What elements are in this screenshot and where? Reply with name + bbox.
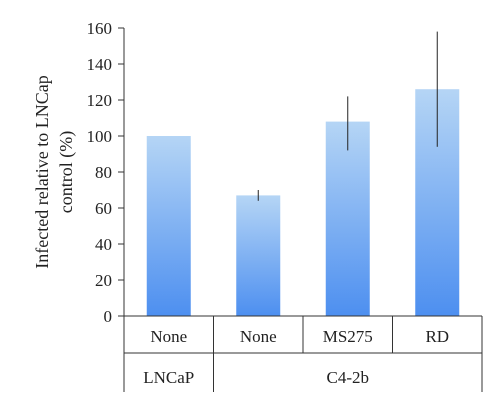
x-axis-labels: None None MS275 RD LNCaP C4-2b [143, 327, 449, 387]
y-tick-label: 140 [87, 55, 113, 74]
bar [325, 121, 370, 316]
axes [123, 28, 483, 392]
y-tick-label: 40 [95, 235, 112, 254]
y-tick-label: 80 [95, 163, 112, 182]
y-tick-label: 100 [87, 127, 113, 146]
y-axis-title: Infected relative to LNCap control (%) [32, 75, 77, 268]
y-tick-label: 0 [104, 307, 113, 326]
y-tick-label: 120 [87, 91, 113, 110]
category-label: MS275 [323, 327, 373, 346]
category-label: None [150, 327, 187, 346]
y-tick-label: 60 [95, 199, 112, 218]
y-tick-label: 160 [87, 19, 113, 38]
bar [236, 195, 281, 316]
bar [146, 136, 191, 316]
bars [146, 89, 460, 316]
y-axis-title-line-2: control (%) [56, 131, 77, 213]
category-label: None [240, 327, 277, 346]
group-label: LNCaP [143, 368, 194, 387]
y-tick-label: 20 [95, 271, 112, 290]
y-axis-ticks: 0 20 40 60 80 100 120 140 160 [87, 19, 124, 326]
group-label: C4-2b [327, 368, 370, 387]
y-axis-title-line-1: Infected relative to LNCap [32, 75, 52, 268]
category-label: RD [425, 327, 449, 346]
error-bars [257, 31, 438, 201]
